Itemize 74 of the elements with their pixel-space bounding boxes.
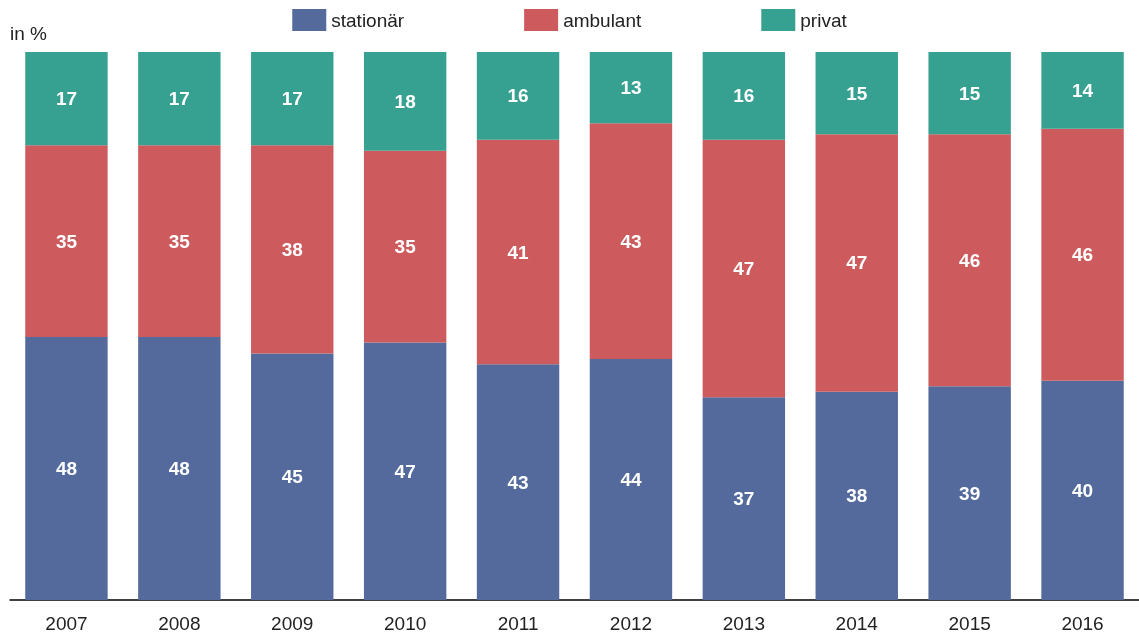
data-label: 41 — [507, 241, 530, 263]
x-tick-label: 2016 — [1061, 613, 1104, 634]
data-label: 48 — [168, 457, 190, 479]
x-tick-label: 2014 — [835, 613, 879, 634]
legend-label: stationär — [331, 9, 405, 31]
bar — [251, 52, 334, 146]
data-label: 44 — [620, 468, 642, 490]
data-label: 13 — [620, 77, 642, 99]
data-label: 38 — [846, 485, 868, 507]
bar — [589, 123, 673, 359]
bar — [476, 52, 560, 140]
x-tick-label: 2015 — [948, 613, 991, 634]
x-tick-label: 2010 — [384, 613, 427, 634]
bar — [138, 145, 221, 337]
data-label: 37 — [733, 488, 755, 510]
bar — [1041, 128, 1124, 381]
bar — [928, 134, 1011, 387]
data-label: 17 — [281, 88, 303, 110]
data-label: 35 — [55, 230, 78, 252]
data-label: 14 — [1071, 79, 1094, 101]
bar — [1041, 380, 1124, 600]
data-label: 46 — [1071, 244, 1094, 266]
x-tick-label: 2008 — [158, 613, 201, 634]
bar — [589, 358, 673, 600]
data-label: 38 — [281, 238, 303, 260]
data-label: 47 — [846, 252, 868, 274]
bar — [702, 397, 786, 600]
data-label: 39 — [959, 482, 981, 504]
legend-label: ambulant — [563, 9, 643, 31]
data-label: 35 — [168, 230, 191, 252]
data-label: 48 — [55, 457, 78, 479]
data-label: 16 — [733, 85, 755, 107]
bar — [25, 145, 108, 337]
legend-label: privat — [800, 9, 848, 31]
bar — [476, 139, 560, 365]
bar — [1041, 52, 1124, 129]
bar — [251, 145, 334, 354]
bar — [138, 52, 221, 146]
data-label: 45 — [281, 466, 304, 488]
data-label: 15 — [959, 82, 981, 104]
data-label: 47 — [394, 460, 416, 482]
bar — [702, 139, 786, 398]
bar — [928, 386, 1011, 600]
data-label: 47 — [733, 257, 755, 279]
bar — [815, 391, 898, 600]
data-label: 35 — [394, 236, 417, 258]
x-tick-label: 2007 — [45, 613, 88, 634]
data-label: 17 — [168, 88, 190, 110]
data-label: 43 — [507, 471, 529, 493]
x-tick-label: 2009 — [271, 613, 314, 634]
x-tick-label: 2013 — [722, 613, 765, 634]
data-label: 46 — [959, 249, 981, 271]
bar — [363, 150, 447, 343]
x-tick-label: 2012 — [609, 613, 653, 634]
data-label: 15 — [846, 82, 868, 104]
data-label: 18 — [394, 90, 416, 112]
data-label: 16 — [507, 85, 529, 107]
bar — [815, 52, 898, 135]
data-label: 40 — [1071, 479, 1094, 501]
bar — [138, 336, 221, 600]
bar — [251, 353, 334, 600]
bar — [702, 52, 786, 140]
bar — [363, 342, 447, 600]
bar — [928, 52, 1011, 135]
bar — [476, 364, 560, 600]
bar — [589, 52, 673, 124]
x-tick-label: 2011 — [497, 613, 539, 634]
bar — [815, 134, 898, 392]
bar — [363, 52, 447, 151]
data-label: 43 — [620, 230, 642, 252]
bar — [25, 52, 108, 146]
bar — [25, 336, 108, 600]
data-label: 17 — [55, 88, 78, 110]
y-axis-title: in % — [10, 23, 48, 44]
